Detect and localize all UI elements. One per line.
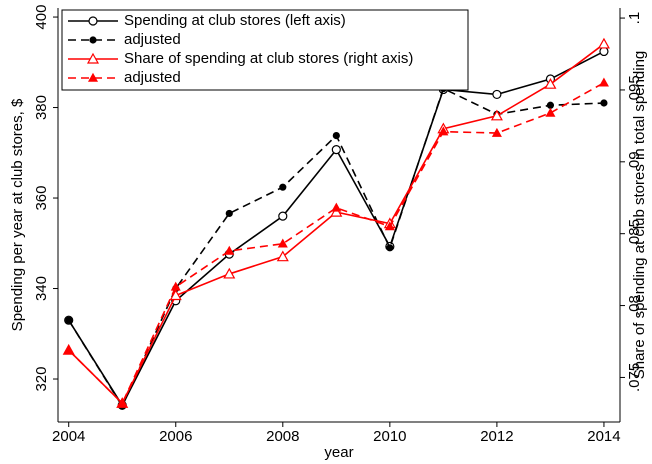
marker (384, 221, 395, 231)
y2-tick-label: .075 (626, 363, 643, 392)
legend-box (61, 9, 469, 91)
x-tick-label: 2012 (480, 428, 513, 445)
legend-label: adjusted (124, 31, 181, 48)
marker (545, 107, 556, 117)
x-tick-label: 2008 (266, 428, 299, 445)
x-axis-label: year (324, 444, 353, 461)
y-tick-label: 320 (33, 367, 50, 392)
legend-label: Share of spending at club stores (right … (124, 50, 413, 67)
marker (277, 238, 288, 248)
x-tick-label: 2014 (587, 428, 620, 445)
marker (599, 46, 609, 57)
legend-marker (87, 72, 99, 82)
legend-marker (89, 36, 97, 44)
legend-label: Spending at club stores (left axis) (124, 12, 346, 29)
y-tick-label: 360 (33, 186, 50, 211)
y2-axis-label: Share of spending at club stores in tota… (631, 51, 648, 380)
marker (276, 250, 289, 262)
marker (438, 126, 449, 136)
marker (223, 267, 236, 279)
x-tick-label: 2006 (159, 428, 192, 445)
marker (544, 77, 557, 89)
marker (597, 37, 610, 49)
marker (331, 202, 342, 212)
marker (490, 109, 503, 121)
marker (332, 131, 340, 140)
marker (598, 77, 609, 87)
marker (63, 344, 74, 354)
y2-tick-label: .085 (626, 219, 643, 248)
x-tick-label: 2004 (52, 428, 85, 445)
marker (169, 289, 182, 301)
marker (386, 244, 394, 252)
marker (170, 281, 181, 291)
marker (600, 99, 608, 107)
marker (279, 183, 287, 191)
y2-tick-label: .095 (626, 75, 643, 104)
y-tick-label: 340 (33, 276, 50, 301)
marker (117, 398, 128, 408)
marker (65, 316, 73, 324)
y-axis-label: Spending per year at club stores, $ (9, 98, 26, 331)
marker (492, 89, 502, 100)
y-tick-label: 400 (33, 5, 50, 30)
y-tick-label: 380 (33, 95, 50, 120)
series-line (68, 82, 605, 405)
marker (546, 101, 555, 109)
marker (491, 127, 502, 137)
x-tick-label: 2010 (373, 428, 406, 445)
marker (225, 209, 233, 218)
y2-tick-label: .09 (626, 151, 643, 172)
marker (330, 205, 343, 217)
legend-label: adjusted (124, 69, 181, 86)
legend: Spending at club stores (left axis) adjus… (61, 9, 469, 91)
legend-marker (88, 16, 98, 26)
marker (278, 211, 288, 221)
y2-tick-label: .1 (626, 12, 643, 25)
marker (331, 145, 341, 155)
y2-tick-label: .08 (626, 295, 643, 316)
legend-marker (86, 52, 100, 64)
marker (224, 245, 235, 255)
